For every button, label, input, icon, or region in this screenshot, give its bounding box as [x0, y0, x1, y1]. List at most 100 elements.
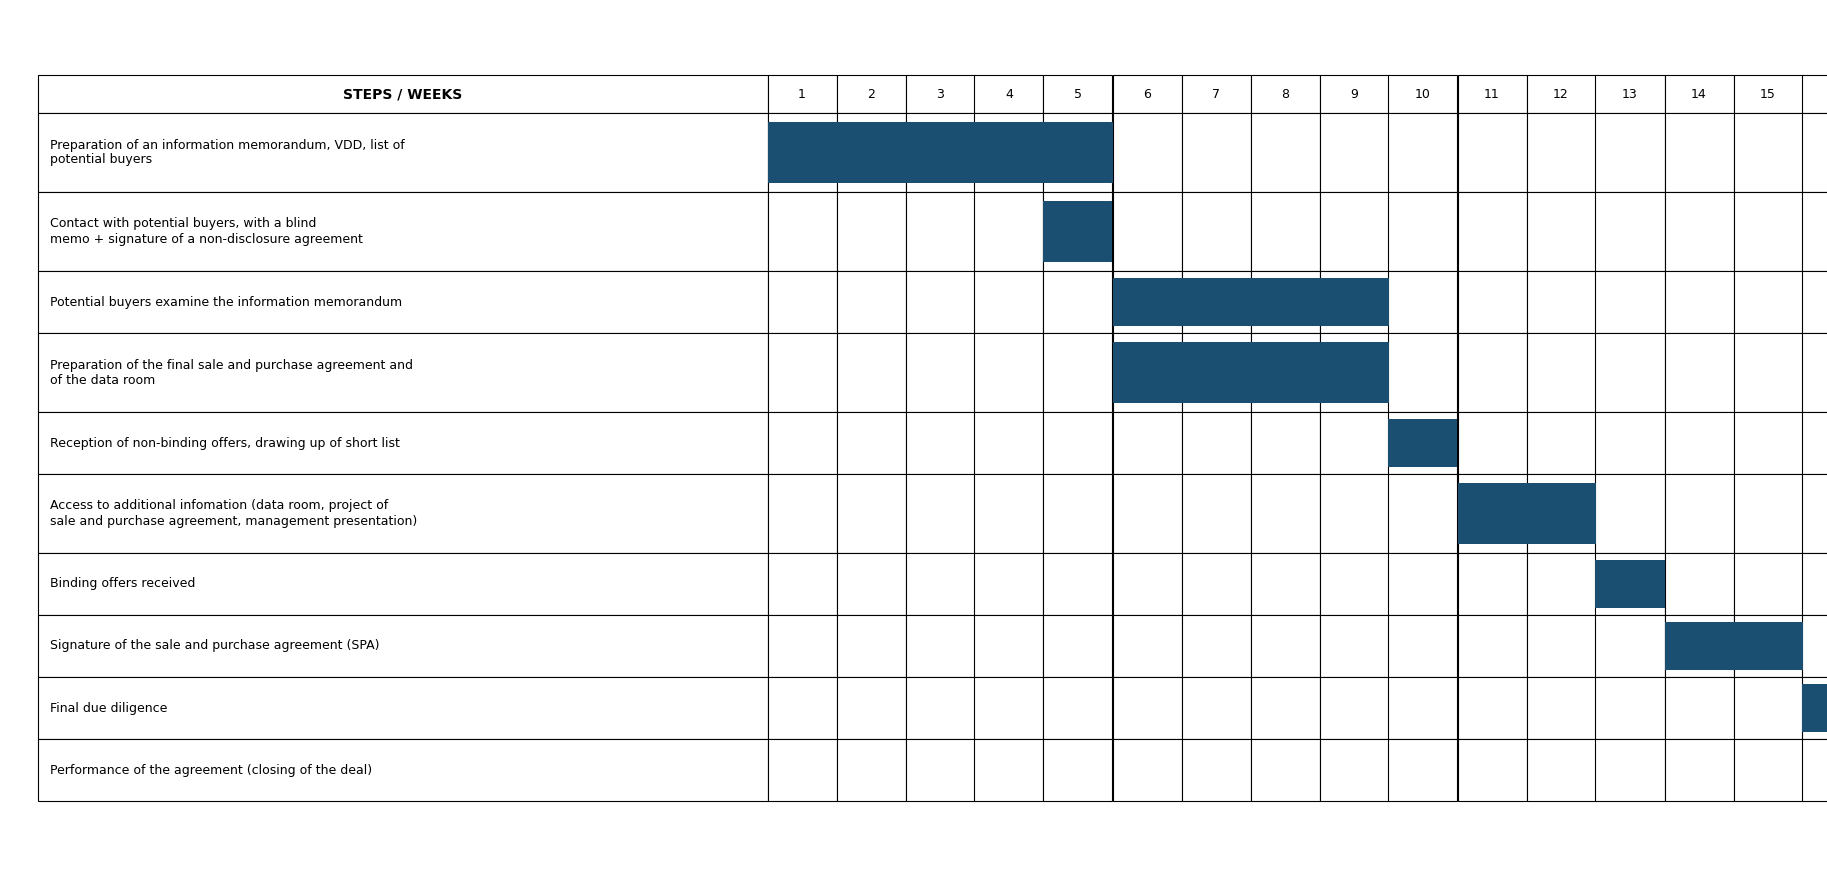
Bar — [767, 192, 837, 271]
Bar — [974, 615, 1043, 677]
Bar — [38, 677, 767, 739]
Bar — [38, 333, 767, 412]
Text: 14: 14 — [1692, 88, 1706, 101]
Bar — [1113, 113, 1182, 192]
Bar — [1182, 474, 1250, 553]
Text: Access to additional infomation (data room, project of
sale and purchase agreeme: Access to additional infomation (data ro… — [49, 499, 417, 527]
Bar — [1250, 412, 1319, 474]
Bar — [1734, 474, 1803, 553]
Text: Binding offers received: Binding offers received — [49, 577, 195, 590]
Bar — [1182, 739, 1250, 801]
Bar — [1043, 474, 1113, 553]
Bar — [1734, 333, 1803, 412]
Bar — [1389, 75, 1458, 113]
Text: Performance of the agreement (closing of the deal): Performance of the agreement (closing of… — [49, 764, 371, 776]
Bar — [38, 113, 767, 192]
Bar — [906, 739, 974, 801]
Bar — [974, 333, 1043, 412]
Bar — [1043, 271, 1113, 333]
Bar — [1527, 333, 1595, 412]
Bar — [837, 739, 906, 801]
Bar — [1113, 615, 1182, 677]
Text: 2: 2 — [868, 88, 875, 101]
Text: Final due diligence: Final due diligence — [49, 702, 166, 715]
Bar — [1250, 553, 1319, 615]
Bar — [1527, 192, 1595, 271]
Bar — [1664, 333, 1734, 412]
Bar — [767, 615, 837, 677]
Bar — [1734, 553, 1803, 615]
Bar — [1803, 75, 1827, 113]
Text: Contact with potential buyers, with a blind
memo + signature of a non-disclosure: Contact with potential buyers, with a bl… — [49, 217, 362, 245]
Bar — [906, 553, 974, 615]
Bar — [837, 113, 906, 192]
Bar — [1734, 412, 1803, 474]
Bar — [1595, 113, 1664, 192]
Bar — [1319, 553, 1389, 615]
Text: Reception of non-binding offers, drawing up of short list: Reception of non-binding offers, drawing… — [49, 436, 400, 449]
Bar — [1389, 474, 1458, 553]
Bar — [1595, 561, 1664, 608]
Bar — [38, 192, 767, 271]
Bar — [1389, 420, 1458, 467]
Bar — [1319, 75, 1389, 113]
Bar — [906, 75, 974, 113]
Bar — [906, 677, 974, 739]
Bar — [1803, 684, 1827, 731]
Bar — [1664, 474, 1734, 553]
Bar — [1458, 192, 1527, 271]
Bar — [1389, 615, 1458, 677]
Bar — [1389, 192, 1458, 271]
Bar — [1664, 412, 1734, 474]
Bar — [1595, 615, 1664, 677]
Bar — [1595, 271, 1664, 333]
Bar — [767, 271, 837, 333]
Bar — [1182, 615, 1250, 677]
Bar — [906, 412, 974, 474]
Bar — [1319, 192, 1389, 271]
Bar — [1734, 615, 1803, 677]
Bar — [1595, 192, 1664, 271]
Bar — [1734, 75, 1803, 113]
Bar — [1389, 333, 1458, 412]
Bar — [38, 474, 767, 553]
Bar — [1043, 553, 1113, 615]
Bar — [1389, 271, 1458, 333]
Bar — [1182, 412, 1250, 474]
Bar — [1113, 739, 1182, 801]
Bar — [1043, 412, 1113, 474]
Bar — [1803, 412, 1827, 474]
Bar — [1527, 271, 1595, 333]
Bar — [974, 271, 1043, 333]
Text: 10: 10 — [1416, 88, 1431, 101]
Bar — [1527, 739, 1595, 801]
Text: 12: 12 — [1553, 88, 1569, 101]
Bar — [38, 75, 767, 113]
Bar — [1803, 333, 1827, 412]
Bar — [1803, 739, 1827, 801]
Bar — [1803, 553, 1827, 615]
Bar — [1664, 192, 1734, 271]
Bar — [767, 739, 837, 801]
Bar — [1250, 677, 1319, 739]
Bar — [1113, 553, 1182, 615]
Bar — [1182, 113, 1250, 192]
Bar — [1595, 474, 1664, 553]
Bar — [1458, 553, 1527, 615]
Bar — [1803, 474, 1827, 553]
Bar — [837, 192, 906, 271]
Bar — [1734, 271, 1803, 333]
Bar — [1182, 192, 1250, 271]
Bar — [38, 739, 767, 801]
Bar — [1113, 192, 1182, 271]
Text: Preparation of the final sale and purchase agreement and
of the data room: Preparation of the final sale and purcha… — [49, 358, 413, 386]
Bar — [906, 615, 974, 677]
Bar — [974, 192, 1043, 271]
Bar — [1458, 333, 1527, 412]
Bar — [906, 333, 974, 412]
Bar — [1664, 553, 1734, 615]
Bar — [1734, 677, 1803, 739]
Bar — [1458, 474, 1527, 553]
Bar — [1458, 615, 1527, 677]
Bar — [837, 333, 906, 412]
